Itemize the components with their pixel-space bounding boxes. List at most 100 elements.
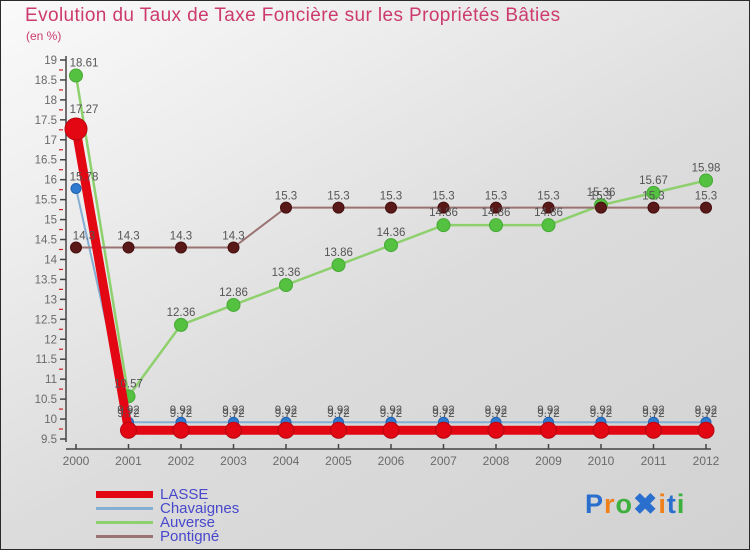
legend-item-lasse: LASSE: [96, 485, 239, 503]
data-point: [122, 241, 135, 254]
legend-label: Chavaignes: [160, 499, 240, 517]
data-point-label: 9.92: [275, 405, 297, 417]
legend-swatch: [96, 506, 153, 510]
data-point-label: 9.72: [695, 408, 717, 420]
data-point: [592, 421, 610, 439]
data-point: [490, 201, 502, 214]
y-tick-label: 11: [45, 374, 57, 386]
data-point-label: 9.72: [170, 408, 192, 420]
data-point-label: 9.72: [327, 408, 349, 420]
legend-label: Pontigné: [160, 527, 220, 545]
data-point-label: 9.72: [432, 408, 454, 420]
series-labels-LASSE: 17.27 9.72 9.72 9.72 9.72 9.72 9.72 9.72 9.72 9.7…: [70, 104, 718, 420]
legend-label: LASSE: [160, 485, 209, 503]
x-axis: 2000 2001 2002 2003 2004 2005 2006 2007 2008 2009…: [63, 444, 720, 468]
data-point-label: 14.36: [377, 227, 406, 239]
data-point: [120, 421, 137, 439]
data-point: [70, 182, 82, 194]
y-axis: 19 18.5 18 17.5 17 16.5 16 15.5 15 14.5 14 13.5 13 12…: [35, 55, 67, 446]
data-point: [331, 258, 346, 273]
data-point: [487, 421, 505, 439]
data-point-label: 17.27: [70, 104, 99, 116]
data-point: [70, 241, 82, 254]
logo-letter: i: [658, 489, 667, 519]
data-point: [489, 218, 503, 233]
y-tick-label: 15.5: [35, 195, 57, 207]
data-point-label: 15.3: [695, 191, 717, 203]
y-tick-label: 11.5: [35, 354, 57, 366]
series-labels-Chavaignes: 15.78 9.92 9.92 9.92 9.92 9.92 9.92 9.92 9.92 9.9…: [70, 171, 718, 417]
y-tick-label: 16: [44, 175, 57, 187]
data-point: [541, 218, 556, 233]
y-tick-label: 13: [44, 294, 57, 306]
data-point-label: 15.3: [537, 191, 559, 203]
series-labels-Pontigné: 14.3 14.3 14.3 14.3 15.3 15.3 15.3 15.3 15.3 15.3…: [73, 191, 717, 243]
data-point-label: 15.36: [587, 187, 616, 199]
data-point-label: 9.72: [117, 408, 139, 420]
data-point: [279, 278, 293, 293]
page-subtitle: (en %): [26, 29, 62, 43]
data-point: [540, 421, 557, 439]
x-tick-label: 2011: [641, 454, 667, 468]
data-point-label: 9.72: [537, 408, 559, 420]
data-point: [697, 421, 715, 439]
logo-letter: r: [604, 489, 616, 519]
data-point-label: 12.36: [167, 307, 196, 319]
data-point-label: 18.61: [70, 58, 99, 70]
data-point-label: 14.3: [117, 231, 139, 243]
data-point: [542, 201, 555, 214]
data-point-label: 14.3: [222, 231, 244, 243]
data-point-label: 9.92: [695, 405, 717, 417]
y-tick-label: 10: [44, 414, 57, 426]
x-tick-label: 2001: [115, 454, 142, 468]
data-point-label: 9.92: [537, 405, 559, 417]
data-point-label: 14.86: [429, 207, 458, 219]
legend-label: Auverse: [160, 513, 216, 531]
data-point: [382, 421, 400, 439]
page-title: Evolution du Taux de Taxe Foncière sur l…: [25, 5, 561, 26]
data-point: [172, 421, 190, 439]
data-point-label: 10.57: [114, 378, 143, 390]
logo-letter: t: [666, 489, 677, 519]
series-Pontigné: [70, 201, 712, 254]
data-point-label: 15.98: [692, 162, 721, 174]
data-point: [332, 201, 345, 214]
y-tick-label: 12.5: [35, 314, 57, 326]
logo-letter: i: [676, 489, 686, 519]
series-line: [75, 187, 707, 424]
x-tick-label: 2006: [378, 454, 405, 468]
data-point: [225, 421, 242, 439]
data-point: [384, 238, 398, 253]
y-tick-label: 19: [44, 55, 57, 67]
data-point-label: 9.72: [275, 408, 297, 420]
data-point-label: 15.3: [380, 191, 402, 203]
y-tick-label: 18.5: [35, 75, 57, 87]
data-point-label: 9.72: [485, 408, 507, 420]
data-point: [227, 241, 240, 254]
data-point: [645, 421, 662, 439]
data-point-label: 12.86: [219, 287, 248, 299]
data-point: [277, 421, 295, 439]
data-point-label: 9.92: [485, 405, 507, 417]
data-point-label: 14.3: [73, 231, 95, 243]
legend-item-pontigné: Pontigné: [96, 527, 239, 545]
x-tick-label: 2003: [220, 454, 247, 468]
legend-swatch: [96, 534, 153, 538]
data-point: [330, 421, 347, 439]
proxiti-logo: Pro✖iti: [585, 489, 685, 520]
legend-swatch: [96, 520, 153, 524]
x-tick-label: 2008: [483, 454, 510, 468]
data-point: [175, 241, 187, 254]
data-point-label: 15.3: [485, 191, 507, 203]
data-point-label: 15.3: [590, 191, 612, 203]
x-tick-label: 2005: [325, 454, 352, 468]
logo-letter: ✖: [633, 489, 659, 521]
legend-item-chavaignes: Chavaignes: [96, 499, 240, 517]
data-point-label: 9.72: [642, 408, 664, 420]
data-point-label: 9.92: [327, 405, 349, 417]
data-point-label: 9.92: [170, 405, 192, 417]
series-labels-Auverse: 18.61 10.57 12.36 12.86 13.36 13.86 14.36 14.86…: [70, 58, 721, 391]
data-point-label: 15.78: [70, 171, 99, 183]
chart-legend: LASSE Chavaignes Auverse Pontigné: [96, 485, 240, 545]
